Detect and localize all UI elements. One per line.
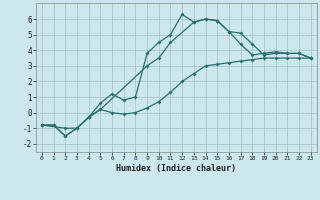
X-axis label: Humidex (Indice chaleur): Humidex (Indice chaleur) (116, 164, 236, 173)
